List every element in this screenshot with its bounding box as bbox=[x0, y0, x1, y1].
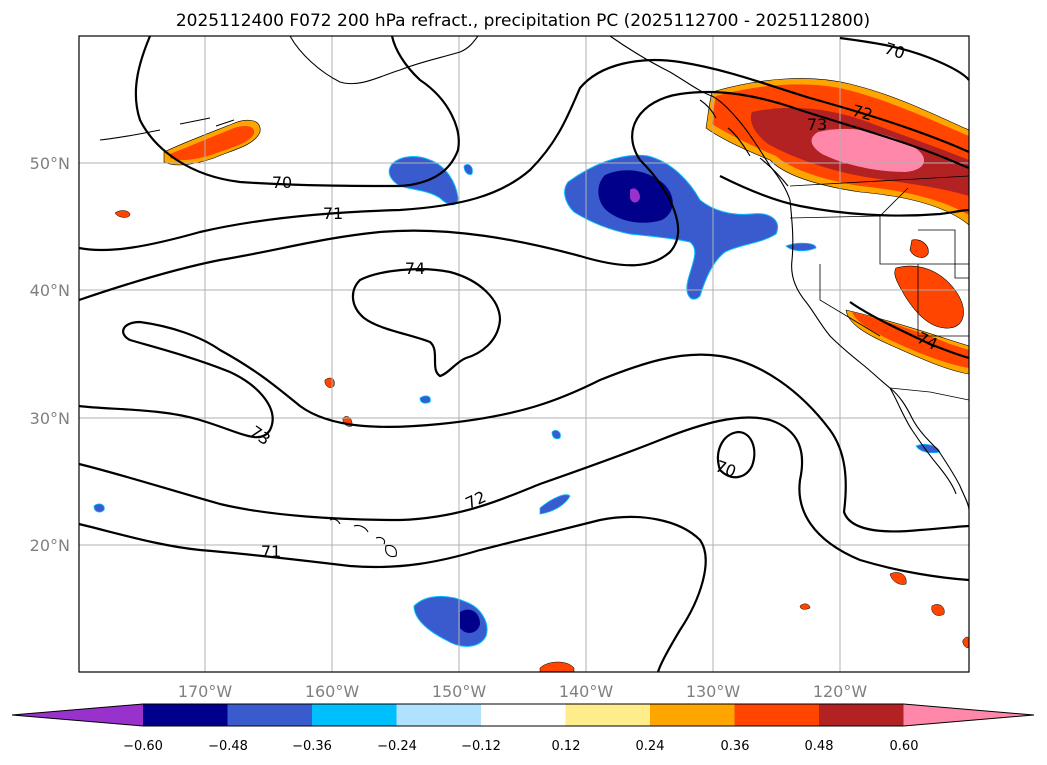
map-panel: 70 70 70 71 71 72 72 73 73 73 74 74 bbox=[78, 35, 970, 673]
lat-label: 50°N bbox=[30, 154, 70, 173]
precip-nevada bbox=[894, 265, 964, 329]
alaska-coast bbox=[289, 35, 479, 85]
lon-label: 140°W bbox=[559, 682, 614, 701]
colorbar-segment bbox=[396, 704, 482, 726]
contour-70-top-right bbox=[839, 36, 970, 81]
contour-label: 74 bbox=[405, 259, 425, 278]
colorbar-segment bbox=[565, 704, 651, 726]
colorbar-tick-label: 0.60 bbox=[890, 739, 919, 754]
precip-aleutians-36 bbox=[170, 126, 255, 161]
precip-dot-d bbox=[539, 661, 575, 673]
lon-label: 150°W bbox=[432, 682, 487, 701]
contour-73 bbox=[78, 320, 970, 533]
colorbar-segment bbox=[312, 704, 397, 726]
precip-ne-pacific-60 bbox=[630, 188, 640, 203]
latitude-labels: 50°N 40°N 30°N 20°N bbox=[30, 154, 70, 555]
contour-74 bbox=[351, 268, 502, 378]
colorbar-extend-max bbox=[903, 704, 1034, 726]
colorbar-tick-label: −0.48 bbox=[208, 739, 248, 754]
precip-small-2 bbox=[551, 430, 561, 440]
colorbar-outline bbox=[11, 703, 1035, 727]
precip-dot-g bbox=[799, 603, 811, 610]
colorbar-segment bbox=[481, 704, 566, 726]
precip-dot-e bbox=[889, 572, 907, 585]
lon-label: 130°W bbox=[686, 682, 741, 701]
colorbar-segment bbox=[227, 704, 313, 726]
precip-hawaii-south-48 bbox=[460, 609, 480, 633]
contour-74-right bbox=[849, 301, 970, 360]
colorbar-tick-label: −0.12 bbox=[461, 739, 501, 754]
colorbar-tick-label: −0.24 bbox=[377, 739, 417, 754]
precip-hawaii-south bbox=[413, 596, 488, 647]
us-mexico-border bbox=[889, 387, 970, 401]
precip-dot-a bbox=[114, 210, 131, 218]
colorbar-tick-label: −0.60 bbox=[123, 739, 163, 754]
colorbar-tick-label: −0.36 bbox=[292, 739, 332, 754]
lon-label: 160°W bbox=[305, 682, 360, 701]
precip-california-36 bbox=[852, 312, 969, 368]
longitude-labels: 170°W 160°W 150°W 140°W 130°W 120°W bbox=[178, 682, 868, 701]
contour-71-south bbox=[78, 515, 707, 673]
contour-73-right bbox=[719, 175, 970, 217]
colorbar-tick-label: 0.48 bbox=[805, 739, 834, 754]
colorbar bbox=[11, 703, 1035, 727]
contour-label: 73 bbox=[807, 115, 827, 134]
refractivity-contours bbox=[78, 35, 970, 673]
lon-label: 120°W bbox=[813, 682, 868, 701]
colorbar-segment bbox=[143, 704, 228, 726]
contour-label: 72 bbox=[850, 101, 875, 125]
figure-title: 2025112400 F072 200 hPa refract., precip… bbox=[176, 11, 870, 31]
lon-label: 170°W bbox=[178, 682, 233, 701]
hawaii-islands bbox=[329, 518, 397, 558]
colorbar-extend-min bbox=[12, 704, 143, 726]
contour-72 bbox=[78, 90, 970, 302]
precip-small-4 bbox=[419, 395, 431, 404]
colorbar-tick-labels: −0.60 −0.48 −0.36 −0.24 −0.12 0.12 0.24 … bbox=[123, 739, 918, 754]
precip-small-3 bbox=[93, 503, 105, 513]
colorbar-tick-label: 0.12 bbox=[552, 739, 581, 754]
precip-small-7 bbox=[463, 164, 473, 175]
us-canada-border bbox=[789, 175, 970, 187]
bc-islands bbox=[699, 99, 789, 187]
contour-70-south bbox=[716, 430, 756, 479]
contour-70-north bbox=[134, 35, 460, 188]
precip-small-1 bbox=[539, 494, 571, 515]
us-west-coast bbox=[789, 199, 970, 511]
contour-71 bbox=[78, 59, 970, 252]
colorbar-tick-label: 0.24 bbox=[636, 739, 665, 754]
us-state-borders bbox=[789, 187, 969, 337]
lat-label: 20°N bbox=[30, 536, 70, 555]
lat-label: 30°N bbox=[30, 409, 70, 428]
precip-dot-f bbox=[931, 604, 945, 616]
baja-peninsula bbox=[889, 387, 957, 495]
colorbar-segment bbox=[650, 704, 735, 726]
contour-label: 70 bbox=[272, 173, 292, 192]
colorbar-segment bbox=[734, 704, 820, 726]
contour-label: 71 bbox=[323, 204, 343, 223]
coastlines bbox=[99, 35, 970, 558]
contour-72-south bbox=[78, 416, 970, 582]
map-frame bbox=[78, 35, 970, 673]
political-borders bbox=[789, 175, 970, 401]
precip-idaho bbox=[909, 239, 929, 258]
colorbar-tick-label: 0.36 bbox=[721, 739, 750, 754]
aleutian-islands bbox=[99, 117, 235, 141]
lat-label: 40°N bbox=[30, 281, 70, 300]
colorbar-segment bbox=[819, 704, 904, 726]
contour-label: 71 bbox=[261, 542, 281, 561]
